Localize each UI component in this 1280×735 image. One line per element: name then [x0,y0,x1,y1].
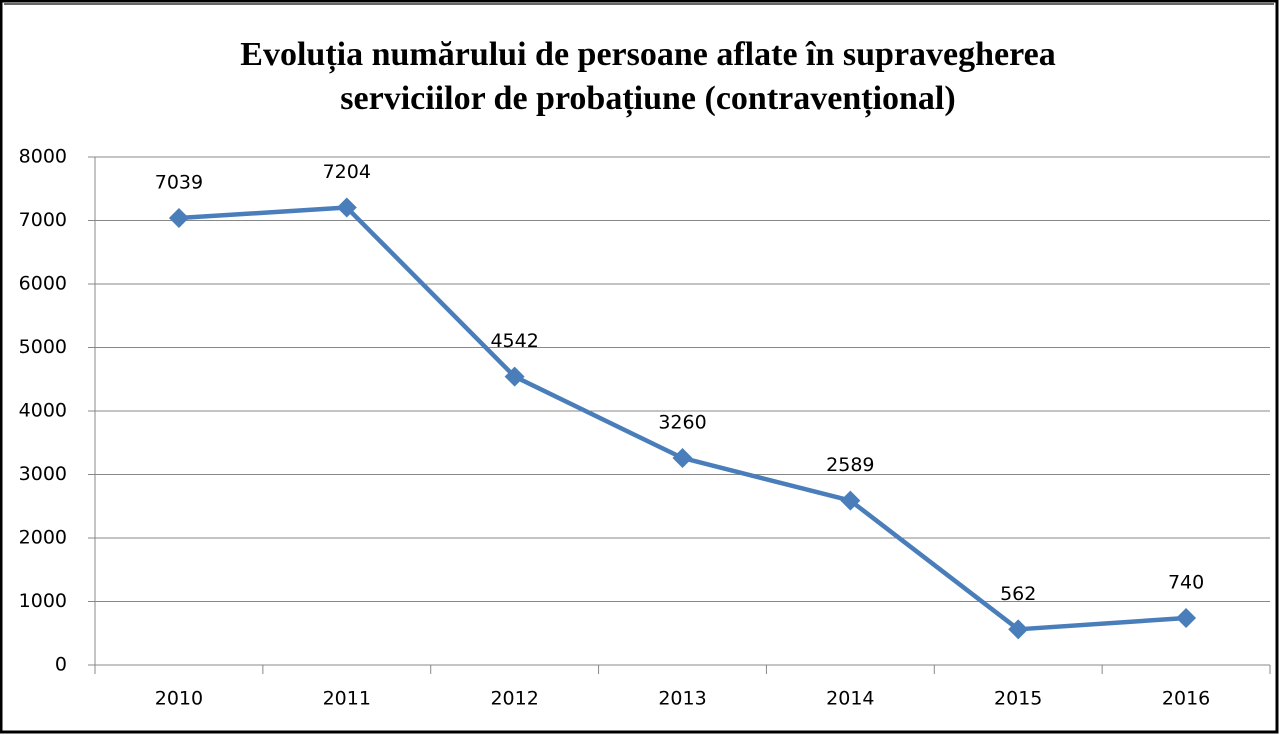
data-label: 4542 [490,330,538,352]
y-tick-label: 6000 [19,273,67,295]
x-tick-label: 2012 [490,688,538,710]
data-label: 740 [1168,572,1204,594]
chart-title: serviciilor de probațiune (contravențion… [340,80,955,118]
data-label: 562 [1000,583,1036,605]
marker [1008,619,1029,640]
y-tick-label: 8000 [19,146,67,168]
x-tick-label: 2010 [155,688,203,710]
y-tick-label: 0 [55,654,67,676]
x-tick-label: 2013 [658,688,706,710]
x-tick-label: 2016 [1162,688,1210,710]
x-tick-label: 2014 [826,688,874,710]
marker [336,197,357,218]
y-tick-label: 1000 [19,590,67,612]
x-tick-label: 2011 [323,688,371,710]
marker [168,208,189,229]
marker [672,447,693,468]
data-label: 3260 [658,411,706,433]
data-label: 2589 [826,454,874,476]
chart-title: Evoluția numărului de persoane aflate în… [240,36,1055,74]
data-label: 7039 [155,172,203,194]
marker [504,366,525,387]
y-tick-label: 4000 [19,400,67,422]
marker [1176,608,1197,629]
y-tick-label: 3000 [19,463,67,485]
x-tick-label: 2015 [994,688,1042,710]
marker [840,490,861,511]
y-tick-label: 5000 [19,336,67,358]
data-label: 7204 [323,161,371,183]
y-tick-label: 7000 [19,209,67,231]
y-tick-label: 2000 [19,527,67,549]
